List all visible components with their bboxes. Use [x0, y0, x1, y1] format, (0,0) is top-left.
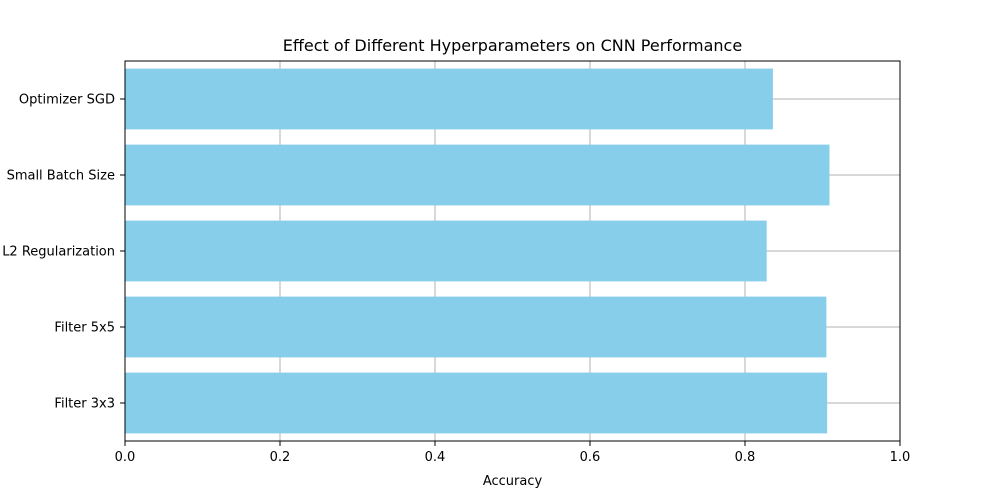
x-tick-label: 1.0 — [890, 450, 911, 465]
x-tick-label: 0.8 — [735, 450, 756, 465]
x-tick-label: 0.6 — [580, 450, 601, 465]
chart-title: Effect of Different Hyperparameters on C… — [283, 36, 742, 55]
bars — [125, 68, 830, 434]
x-tick-label: 0.0 — [115, 450, 136, 465]
ticks: 0.0 0.2 0.4 0.6 0.8 1.0 Filter 3x3 Filter 5x5 L2… — [2, 93, 910, 466]
y-tick-label: Optimizer SGD — [19, 93, 115, 108]
y-tick-label: Filter 3x3 — [54, 397, 115, 412]
y-tick-label: Filter 5x5 — [54, 321, 115, 336]
x-tick-label: 0.4 — [425, 450, 446, 465]
bar — [125, 220, 767, 282]
x-tick-label: 0.2 — [270, 450, 291, 465]
bar — [125, 296, 827, 358]
bar — [125, 372, 828, 434]
x-axis-label: Accuracy — [483, 474, 543, 489]
y-tick-label: Small Batch Size — [7, 169, 115, 184]
bar — [125, 68, 773, 130]
bar — [125, 144, 830, 206]
y-tick-label: L2 Regularization — [2, 245, 115, 260]
